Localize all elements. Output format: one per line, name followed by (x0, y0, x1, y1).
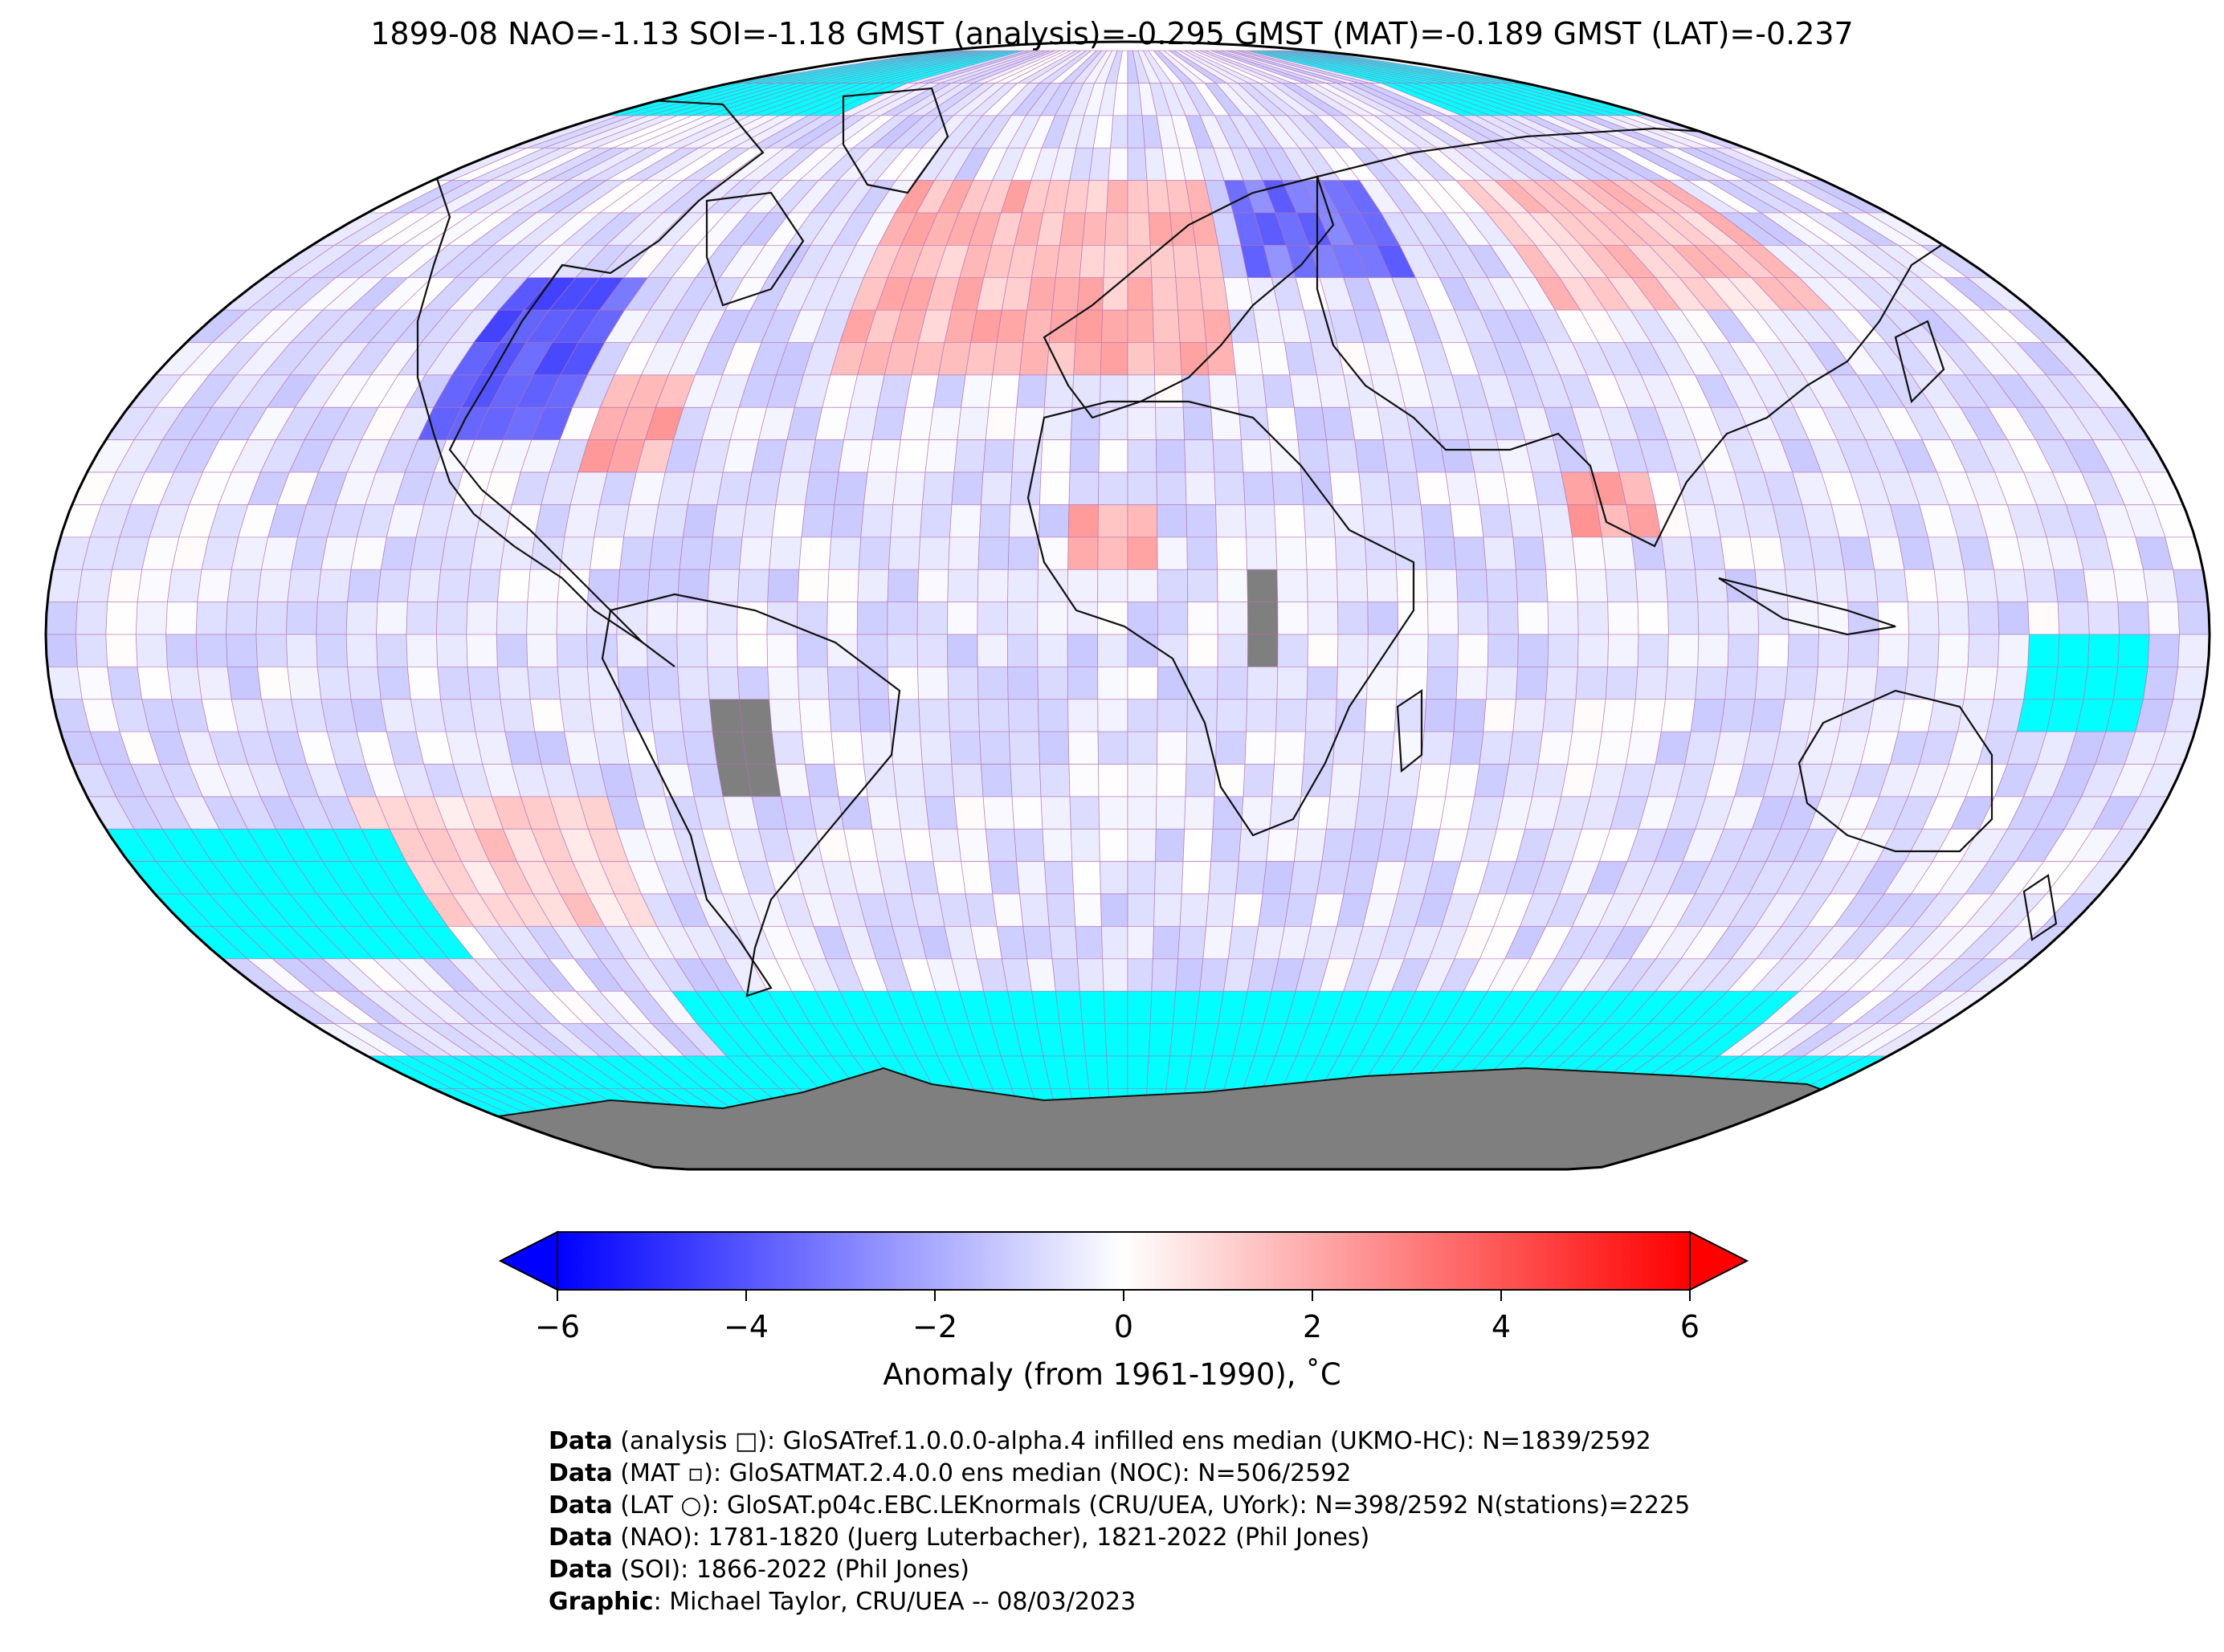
credit-line: Data (analysis □): GloSATref.1.0.0.0-alp… (549, 1426, 1690, 1458)
credit-text: (LAT ○): GloSAT.p04c.EBC.LEKnormals (CRU… (612, 1491, 1691, 1519)
credit-key: Graphic (549, 1588, 654, 1616)
credit-key: Data (549, 1459, 613, 1487)
colorbar-gradient (557, 1231, 1691, 1291)
colorbar-tick-label: −2 (912, 1309, 958, 1344)
credit-key: Data (549, 1556, 613, 1584)
map-title: 1899-08 NAO=-1.13 SOI=-1.18 GMST (analys… (370, 16, 1854, 51)
colorbar-tick-label: 4 (1491, 1309, 1512, 1344)
credit-key: Data (549, 1524, 613, 1552)
colorbar-tick-label: −4 (723, 1309, 769, 1344)
credit-text: (SOI): 1866-2022 (Phil Jones) (612, 1556, 969, 1584)
credit-line: Data (MAT ▫): GloSATMAT.2.4.0.0 ens medi… (549, 1458, 1690, 1490)
colorbar-tick-label: 0 (1113, 1309, 1134, 1344)
colorbar-low-extension (498, 1230, 558, 1291)
colorbar-tick-label: −6 (534, 1309, 581, 1344)
credit-line: Data (SOI): 1866-2022 (Phil Jones) (549, 1554, 1690, 1586)
antarctica-land-mask (304, 1067, 1945, 1169)
credit-line: Data (LAT ○): GloSAT.p04c.EBC.LEKnormals… (549, 1490, 1690, 1522)
credit-line: Data (NAO): 1781-1820 (Juerg Luterbacher… (549, 1522, 1690, 1554)
coastlines (416, 87, 2058, 997)
globe-outline (44, 40, 2211, 1171)
credit-text: (MAT ▫): GloSATMAT.2.4.0.0 ens median (N… (612, 1459, 1352, 1487)
credit-text: (NAO): 1781-1820 (Juerg Luterbacher), 18… (612, 1524, 1370, 1552)
anomaly-cell (2177, 602, 2210, 635)
colorbar-tick-label: 2 (1302, 1309, 1323, 1344)
credit-key: Data (549, 1427, 613, 1455)
anomaly-grid-cells (46, 50, 2210, 1169)
colorbar-tick-label: 6 (1679, 1309, 1700, 1344)
colorbar-label: Anomaly (from 1961-1990), ˚C (883, 1357, 1341, 1392)
credit-text: (analysis □): GloSATref.1.0.0.0-alpha.4 … (612, 1427, 1651, 1455)
credit-line: Graphic: Michael Taylor, CRU/UEA -- 08/0… (549, 1586, 1690, 1618)
credit-text: : Michael Taylor, CRU/UEA -- 08/03/2023 (653, 1588, 1136, 1616)
credit-key: Data (549, 1491, 613, 1519)
colorbar-high-extension (1689, 1230, 1749, 1291)
data-credits: Data (analysis □): GloSATref.1.0.0.0-alp… (549, 1426, 1690, 1618)
